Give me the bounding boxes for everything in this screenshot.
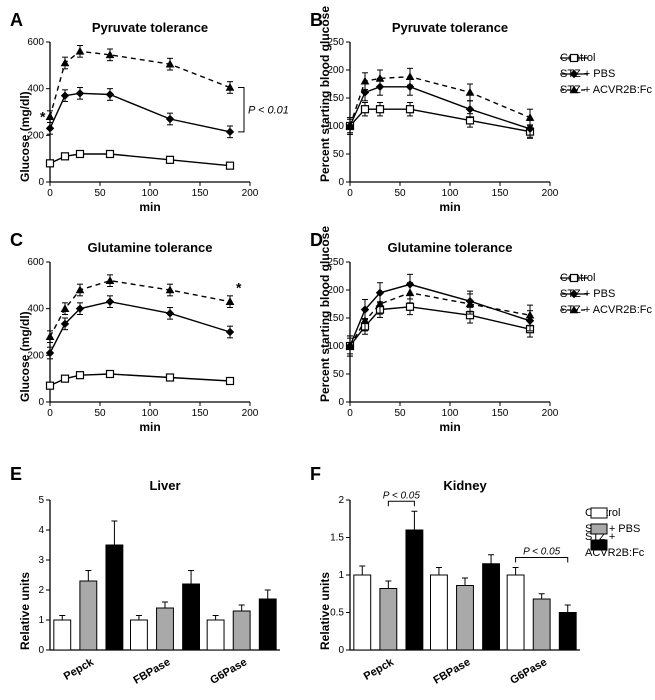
category-label: Pepck <box>362 656 397 683</box>
svg-text:0: 0 <box>338 177 344 188</box>
bar-control <box>431 575 448 650</box>
svg-text:50: 50 <box>94 188 106 199</box>
significance-star: * <box>236 279 242 295</box>
panel-letter-F: F <box>310 464 321 485</box>
svg-text:4: 4 <box>38 525 44 536</box>
svg-text:150: 150 <box>327 93 344 104</box>
bar-pbs <box>380 589 397 651</box>
bar-chart-F: 00.511.52PepckFBPaseG6PaseP < 0.05P < 0.… <box>340 490 610 700</box>
svg-text:150: 150 <box>492 188 509 199</box>
svg-text:0: 0 <box>38 645 44 656</box>
legend: ControlSTZ + PBSSTZ + ACVR2B:Fc <box>560 50 652 98</box>
panel-letter-C: C <box>10 230 23 251</box>
svg-text:100: 100 <box>327 341 344 352</box>
svg-text:0: 0 <box>338 397 344 408</box>
bar-control <box>507 575 524 650</box>
svg-text:3: 3 <box>38 555 44 566</box>
svg-text:200: 200 <box>542 188 559 199</box>
svg-text:250: 250 <box>327 37 344 48</box>
svg-text:50: 50 <box>394 408 406 419</box>
y-axis-label: Relative units <box>18 500 32 650</box>
svg-text:2: 2 <box>38 585 44 596</box>
svg-text:0.5: 0.5 <box>330 608 344 619</box>
svg-text:250: 250 <box>327 257 344 268</box>
bar-pbs <box>233 611 250 650</box>
bar-control <box>354 575 371 650</box>
category-label: FBPase <box>432 656 473 687</box>
svg-text:50: 50 <box>333 149 345 160</box>
svg-text:0: 0 <box>47 188 53 199</box>
bar-chart-E: 0 1 2 3 4 5 Pepck FBPase G6Pase <box>40 490 310 700</box>
svg-text:200: 200 <box>327 65 344 76</box>
svg-text:200: 200 <box>242 188 259 199</box>
svg-text:150: 150 <box>192 408 209 419</box>
svg-text:200: 200 <box>27 130 44 141</box>
y-axis-label: Glucose (mg/dl) <box>18 42 32 182</box>
svg-text:1: 1 <box>338 570 344 581</box>
legend: ControlSTZ + PBSSTZ + ACVR2B:Fc <box>560 270 652 318</box>
significance-star: * <box>40 108 46 124</box>
bar-pbs <box>157 608 174 650</box>
svg-text:100: 100 <box>327 121 344 132</box>
svg-text:100: 100 <box>442 408 459 419</box>
bar-fc <box>183 584 200 650</box>
bar-fc <box>483 564 500 650</box>
category-label: G6Pase <box>208 656 249 687</box>
svg-text:5: 5 <box>38 495 44 506</box>
svg-text:1: 1 <box>38 615 44 626</box>
svg-text:150: 150 <box>327 313 344 324</box>
bar-fc <box>406 530 423 650</box>
bar-pbs <box>457 586 474 651</box>
line-chart-C: 0501001502000200400600* <box>40 252 300 432</box>
svg-text:600: 600 <box>27 257 44 268</box>
svg-text:0: 0 <box>347 188 353 199</box>
svg-text:400: 400 <box>27 304 44 315</box>
svg-text:150: 150 <box>492 408 509 419</box>
bar-pbs <box>533 599 550 650</box>
bar-fc <box>559 613 576 651</box>
panel-letter-E: E <box>10 464 22 485</box>
bar-pbs <box>80 581 97 650</box>
svg-text:200: 200 <box>542 408 559 419</box>
legend: ControlSTZ + PBSSTZ + ACVR2B:Fc <box>585 505 655 553</box>
svg-text:150: 150 <box>192 188 209 199</box>
bar-control <box>54 620 71 650</box>
svg-text:400: 400 <box>27 84 44 95</box>
svg-text:100: 100 <box>142 188 159 199</box>
svg-text:2: 2 <box>338 495 344 506</box>
svg-text:1.5: 1.5 <box>330 533 344 544</box>
y-axis-label: Percent starting blood glucose <box>318 262 332 402</box>
bar-control <box>131 620 148 650</box>
svg-text:50: 50 <box>94 408 106 419</box>
y-axis-label: Percent starting blood glucose <box>318 42 332 182</box>
svg-text:0: 0 <box>47 408 53 419</box>
svg-text:50: 50 <box>333 369 345 380</box>
line-chart-A: 0501001502000200400600P < 0.01* <box>40 32 300 212</box>
svg-text:200: 200 <box>27 350 44 361</box>
y-axis-label: Relative units <box>318 500 332 650</box>
category-label: Pepck <box>62 656 97 683</box>
svg-text:100: 100 <box>142 408 159 419</box>
svg-text:0: 0 <box>38 177 44 188</box>
bar-fc <box>259 599 276 650</box>
svg-text:50: 50 <box>394 188 406 199</box>
svg-text:0: 0 <box>338 645 344 656</box>
category-label: FBPase <box>132 656 173 687</box>
svg-text:0: 0 <box>38 397 44 408</box>
panel-letter-A: A <box>10 10 23 31</box>
svg-text:100: 100 <box>442 188 459 199</box>
p-value-label: P < 0.05 <box>383 490 421 501</box>
bar-fc <box>106 545 123 650</box>
bar-control <box>207 620 224 650</box>
svg-text:600: 600 <box>27 37 44 48</box>
p-value-label: P < 0.01 <box>248 105 289 117</box>
svg-text:200: 200 <box>242 408 259 419</box>
svg-text:200: 200 <box>327 285 344 296</box>
category-label: G6Pase <box>508 656 549 687</box>
p-value-label: P < 0.05 <box>523 547 561 558</box>
y-axis-label: Glucose (mg/dl) <box>18 262 32 402</box>
svg-text:0: 0 <box>347 408 353 419</box>
